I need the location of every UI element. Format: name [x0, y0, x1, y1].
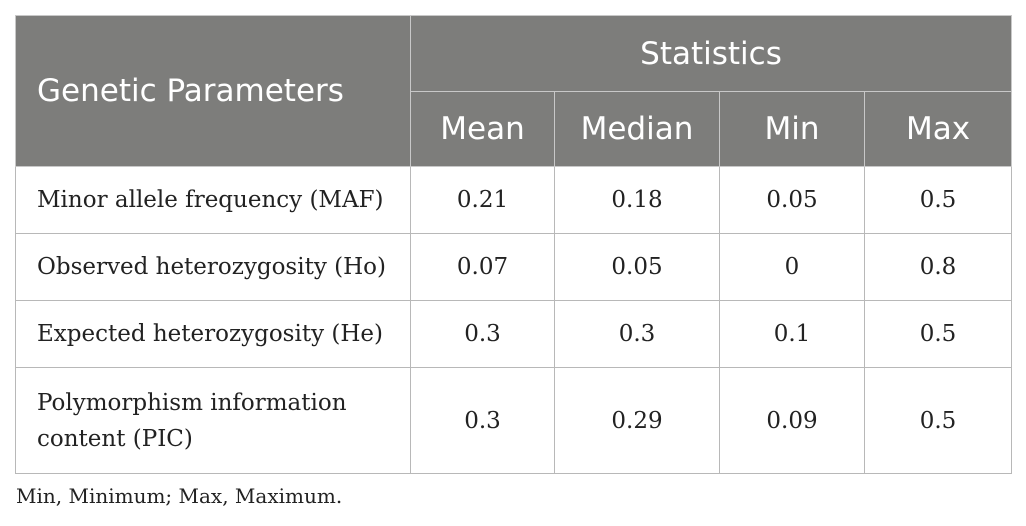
header-row-top: Genetic Parameters Statistics: [15, 15, 1013, 167]
column-header-min: Min: [719, 91, 865, 167]
mean-cell: 0.21: [410, 166, 555, 234]
parameter-cell: Polymorphism information content (PIC): [15, 367, 411, 474]
parameter-cell: Observed heterozygosity (Ho): [15, 233, 411, 301]
column-header-mean: Mean: [410, 91, 555, 167]
mean-cell: 0.07: [410, 233, 555, 301]
table-row: Polymorphism information content (PIC) 0…: [15, 367, 1013, 474]
table-header: Genetic Parameters Statistics Mean Media…: [15, 15, 1013, 167]
column-header-median: Median: [554, 91, 720, 167]
header-row-sub: Mean Median Min Max: [16, 91, 1013, 167]
parameter-cell: Minor allele frequency (MAF): [15, 166, 411, 234]
table-row: Expected heterozygosity (He) 0.3 0.3 0.1…: [15, 300, 1013, 368]
median-cell: 0.3: [554, 300, 720, 368]
min-cell: 0.1: [719, 300, 865, 368]
max-cell: 0.5: [863, 166, 1013, 234]
mean-cell: 0.3: [410, 300, 555, 368]
statistics-table: Genetic Parameters Statistics Mean Media…: [15, 15, 1013, 474]
max-cell: 0.5: [863, 300, 1013, 368]
statistics-header: Statistics: [409, 15, 1013, 92]
table-row: Observed heterozygosity (Ho) 0.07 0.05 0…: [15, 233, 1013, 301]
max-cell: 0.5: [863, 367, 1013, 474]
median-cell: 0.18: [554, 166, 720, 234]
median-cell: 0.05: [554, 233, 720, 301]
min-cell: 0.05: [719, 166, 865, 234]
median-cell: 0.29: [554, 367, 720, 474]
table-footnote: Min, Minimum; Max, Maximum.: [16, 484, 343, 508]
genetic-parameters-header: Genetic Parameters: [15, 15, 411, 167]
max-cell: 0.8: [863, 233, 1013, 301]
min-cell: 0.09: [719, 367, 865, 474]
mean-cell: 0.3: [410, 367, 555, 474]
parameter-cell: Expected heterozygosity (He): [15, 300, 411, 368]
min-cell: 0: [719, 233, 865, 301]
column-header-max: Max: [863, 91, 1013, 167]
table-row: Minor allele frequency (MAF) 0.21 0.18 0…: [15, 166, 1013, 234]
table-body: Minor allele frequency (MAF) 0.21 0.18 0…: [15, 166, 1013, 474]
